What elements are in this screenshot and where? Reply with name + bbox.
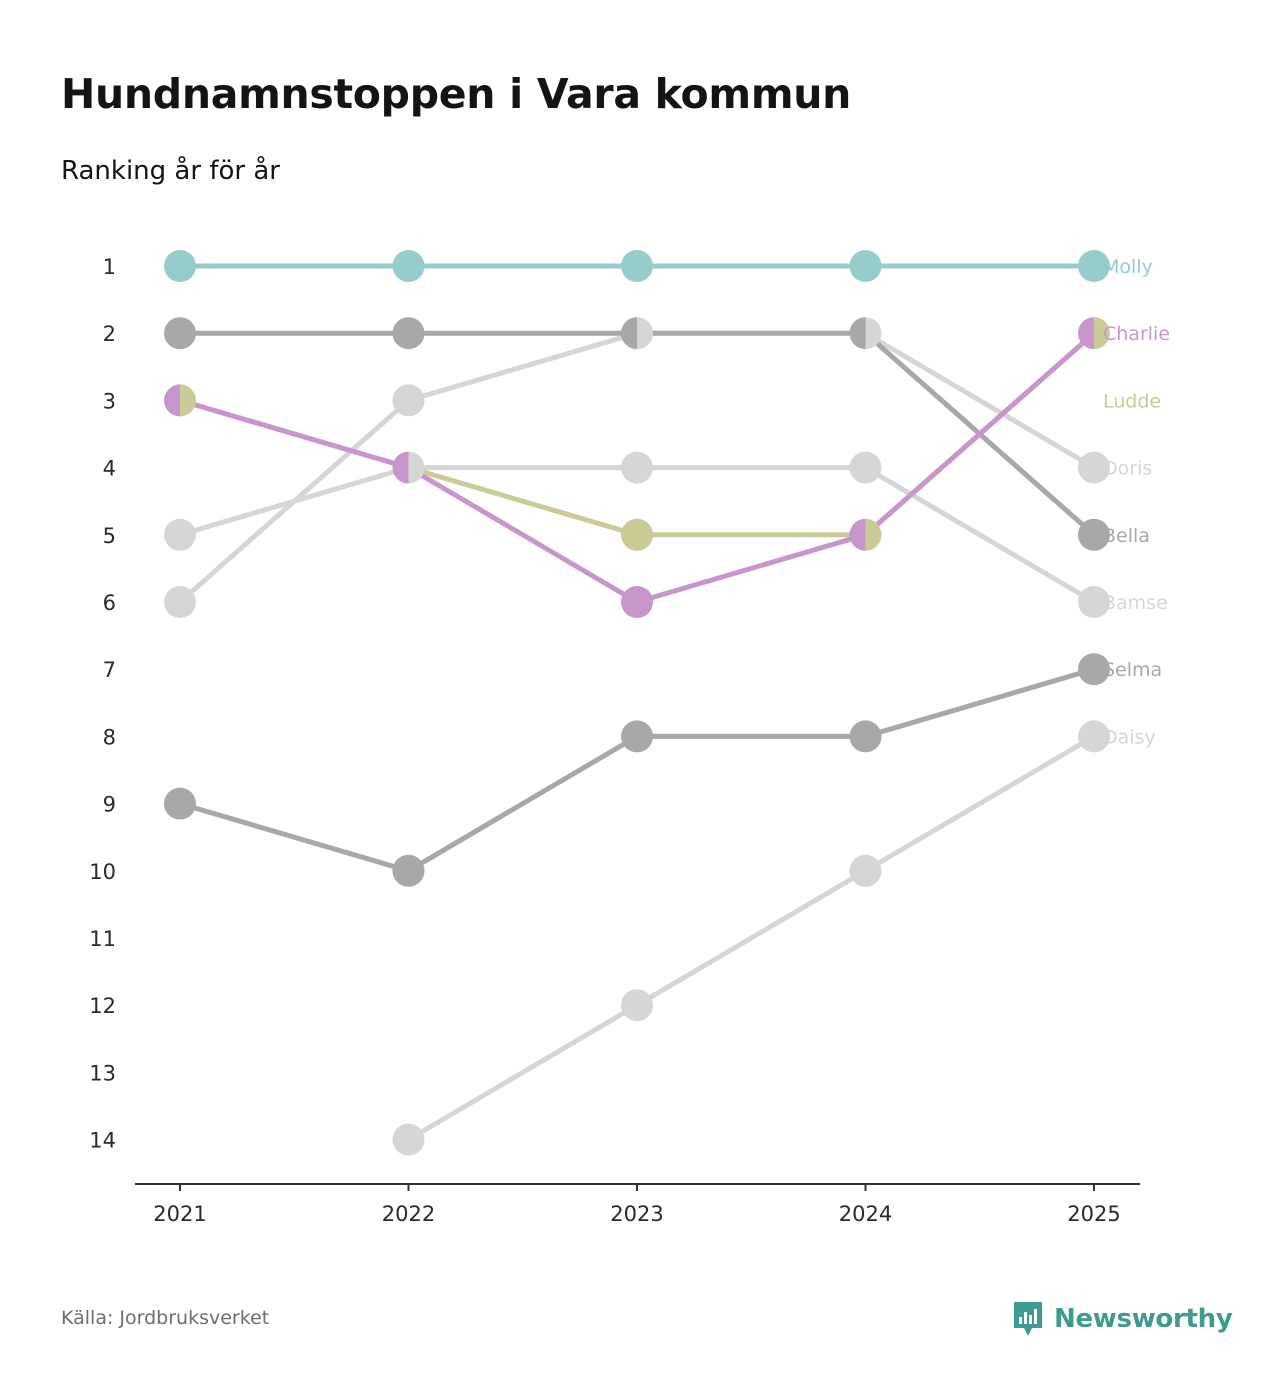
- point-bella: [849, 317, 866, 350]
- point-daisy: [849, 854, 882, 887]
- point-doris: [637, 317, 653, 350]
- point-charlie: [392, 451, 409, 484]
- y-tick-label: 10: [89, 860, 116, 884]
- y-tick-label: 9: [103, 793, 116, 817]
- point-selma: [392, 854, 425, 887]
- series-label-molly: Molly: [1103, 256, 1153, 278]
- point-charlie: [164, 384, 180, 417]
- point-bella: [1078, 518, 1110, 551]
- y-tick-label: 11: [89, 927, 116, 951]
- point-ludde: [180, 384, 196, 417]
- x-tick-label: 2024: [839, 1202, 892, 1226]
- point-bamse: [621, 451, 653, 484]
- chart-title: Hundnamnstoppen i Vara kommun: [61, 70, 852, 118]
- series-label-bella: Bella: [1103, 525, 1150, 547]
- point-selma: [1078, 653, 1110, 686]
- point-daisy: [1078, 720, 1110, 753]
- newsworthy-brand[interactable]: Newsworthy: [1012, 1300, 1233, 1338]
- series-labels: Molly Charlie Ludde Bella Selma Doris Bamse Dai…: [1103, 256, 1170, 748]
- x-tick-label: 2023: [610, 1202, 663, 1226]
- point-bella: [621, 317, 637, 350]
- point-doris: [865, 317, 882, 350]
- y-tick-label: 5: [103, 524, 116, 548]
- point-charlie: [621, 586, 653, 618]
- series-label-ludde: Ludde: [1103, 390, 1161, 412]
- point-doris: [1078, 451, 1110, 484]
- point-selma: [164, 787, 196, 820]
- y-tick-label: 1: [103, 255, 116, 279]
- source-note: Källa: Jordbruksverket: [61, 1307, 270, 1329]
- chart-subtitle: Ranking år för år: [61, 156, 280, 186]
- series-label-daisy: Daisy: [1103, 726, 1156, 748]
- series-label-bamse: Bamse: [1103, 592, 1168, 614]
- point-molly: [621, 250, 653, 282]
- point-bamse: [1078, 586, 1110, 618]
- point-ludde: [865, 518, 882, 551]
- series-line-ludde: [177, 330, 1097, 538]
- x-tick-label: 2022: [382, 1202, 435, 1226]
- x-tick-label: 2025: [1067, 1202, 1120, 1226]
- point-daisy: [392, 1123, 425, 1156]
- point-ludde: [1094, 317, 1110, 350]
- y-tick-label: 4: [103, 457, 116, 481]
- point-doris: [392, 384, 425, 417]
- point-charlie: [849, 518, 866, 551]
- series-line-daisy: [406, 733, 1097, 1143]
- y-tick-label: 13: [89, 1061, 116, 1085]
- y-tick-label: 2: [103, 322, 116, 346]
- series-label-charlie: Charlie: [1103, 323, 1170, 345]
- point-ludde: [621, 518, 653, 551]
- point-bamse: [849, 451, 882, 484]
- y-tick-label: 7: [103, 658, 116, 682]
- point-bella: [392, 317, 425, 350]
- point-charlie: [1078, 317, 1094, 350]
- series-label-doris: Doris: [1103, 458, 1152, 480]
- point-bella: [164, 317, 196, 350]
- y-tick-label: 3: [103, 389, 116, 413]
- brand-name: Newsworthy: [1054, 1304, 1233, 1334]
- y-tick-label: 8: [103, 725, 116, 749]
- series-line-selma: [177, 666, 1097, 874]
- y-tick-label: 12: [89, 994, 116, 1018]
- point-bamse: [164, 518, 196, 551]
- point-molly: [164, 250, 196, 282]
- series-line-bella: [177, 330, 1097, 538]
- y-tick-label: 6: [103, 591, 116, 615]
- series-points: [164, 250, 1110, 1156]
- point-selma: [621, 720, 653, 753]
- point-daisy: [621, 989, 653, 1022]
- y-tick-label: 14: [89, 1129, 116, 1153]
- x-axis: 2021 2022 2023 2024 2025: [135, 1183, 1140, 1226]
- x-tick-label: 2021: [153, 1202, 206, 1226]
- point-molly: [849, 250, 882, 282]
- point-molly: [1078, 250, 1110, 282]
- point-molly: [392, 250, 425, 282]
- newsworthy-logo-icon: [1014, 1302, 1042, 1336]
- point-doris: [164, 586, 196, 618]
- series-label-selma: Selma: [1103, 659, 1162, 681]
- point-selma: [849, 720, 882, 753]
- point-bamse: [408, 451, 425, 484]
